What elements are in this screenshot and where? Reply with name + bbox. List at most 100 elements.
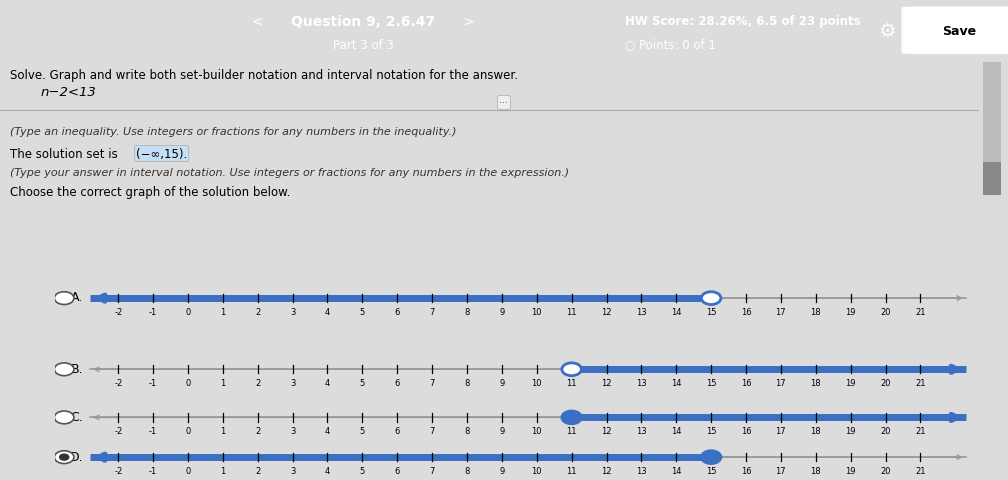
Text: 7: 7: [429, 307, 434, 316]
Text: -1: -1: [149, 378, 157, 387]
Circle shape: [59, 454, 69, 460]
Text: (Type your answer in interval notation. Use integers or fractions for any number: (Type your answer in interval notation. …: [10, 168, 570, 178]
Text: 16: 16: [741, 466, 751, 475]
Circle shape: [561, 363, 582, 376]
Text: 3: 3: [290, 426, 295, 435]
Text: 0: 0: [185, 307, 191, 316]
Text: 11: 11: [566, 307, 577, 316]
Text: 0: 0: [185, 466, 191, 475]
FancyBboxPatch shape: [983, 163, 1001, 196]
Text: -1: -1: [149, 307, 157, 316]
Text: 19: 19: [846, 307, 856, 316]
Text: Solve. Graph and write both set-builder notation and interval notation for the a: Solve. Graph and write both set-builder …: [10, 69, 518, 82]
Text: 16: 16: [741, 307, 751, 316]
Text: 11: 11: [566, 378, 577, 387]
Text: -2: -2: [114, 426, 122, 435]
Text: 2: 2: [255, 378, 260, 387]
Text: 19: 19: [846, 378, 856, 387]
Text: 12: 12: [601, 307, 612, 316]
Text: 17: 17: [775, 426, 786, 435]
Text: 2: 2: [255, 426, 260, 435]
Text: 1: 1: [220, 466, 226, 475]
Text: 16: 16: [741, 378, 751, 387]
Text: 21: 21: [915, 307, 925, 316]
Text: ⚙: ⚙: [878, 22, 896, 41]
Text: <: <: [251, 15, 263, 29]
Text: 9: 9: [499, 466, 504, 475]
Text: 2: 2: [255, 307, 260, 316]
Text: 15: 15: [706, 426, 717, 435]
Text: Question 9, 2.6.47: Question 9, 2.6.47: [291, 15, 434, 29]
Text: 20: 20: [880, 466, 891, 475]
Text: 16: 16: [741, 426, 751, 435]
Text: The solution set is: The solution set is: [10, 148, 122, 161]
Text: 15: 15: [706, 466, 717, 475]
Text: -2: -2: [114, 378, 122, 387]
Text: 18: 18: [810, 378, 822, 387]
Text: 3: 3: [290, 307, 295, 316]
Text: 6: 6: [394, 307, 400, 316]
Text: 13: 13: [636, 426, 647, 435]
FancyBboxPatch shape: [902, 8, 1008, 54]
Text: 11: 11: [566, 466, 577, 475]
Text: 8: 8: [465, 307, 470, 316]
Text: 7: 7: [429, 466, 434, 475]
Text: Part 3 of 3: Part 3 of 3: [333, 38, 393, 51]
Text: 5: 5: [360, 466, 365, 475]
Text: 13: 13: [636, 378, 647, 387]
Circle shape: [54, 411, 74, 424]
Text: 12: 12: [601, 426, 612, 435]
Text: 12: 12: [601, 378, 612, 387]
Text: C.: C.: [71, 410, 84, 423]
Text: 4: 4: [325, 378, 330, 387]
Text: 12: 12: [601, 466, 612, 475]
Text: -1: -1: [149, 426, 157, 435]
Text: A.: A.: [72, 291, 84, 304]
Text: 18: 18: [810, 426, 822, 435]
Circle shape: [702, 451, 721, 464]
Text: 4: 4: [325, 466, 330, 475]
Text: 0: 0: [185, 378, 191, 387]
Text: 21: 21: [915, 466, 925, 475]
Text: -2: -2: [114, 466, 122, 475]
Text: >: >: [463, 15, 475, 29]
Text: 8: 8: [465, 466, 470, 475]
Text: 10: 10: [531, 378, 542, 387]
Text: 6: 6: [394, 466, 400, 475]
Text: 13: 13: [636, 466, 647, 475]
Text: 1: 1: [220, 426, 226, 435]
Text: 7: 7: [429, 426, 434, 435]
Text: 1: 1: [220, 378, 226, 387]
Text: 20: 20: [880, 378, 891, 387]
Text: 5: 5: [360, 378, 365, 387]
Text: 17: 17: [775, 466, 786, 475]
Text: 10: 10: [531, 466, 542, 475]
Circle shape: [561, 411, 582, 424]
Text: 5: 5: [360, 307, 365, 316]
Text: 14: 14: [671, 426, 681, 435]
Text: -2: -2: [114, 307, 122, 316]
Text: 10: 10: [531, 307, 542, 316]
Text: 14: 14: [671, 378, 681, 387]
Text: D.: D.: [70, 450, 84, 463]
Text: 11: 11: [566, 426, 577, 435]
Text: 19: 19: [846, 426, 856, 435]
Circle shape: [54, 451, 74, 464]
Text: ···: ···: [500, 98, 508, 108]
Text: 6: 6: [394, 378, 400, 387]
Text: 3: 3: [290, 466, 295, 475]
Circle shape: [702, 292, 721, 305]
Text: ○ Points: 0 of 1: ○ Points: 0 of 1: [625, 38, 716, 51]
Circle shape: [54, 292, 74, 305]
Text: -1: -1: [149, 466, 157, 475]
Circle shape: [54, 363, 74, 376]
Text: 14: 14: [671, 466, 681, 475]
Text: B.: B.: [71, 362, 84, 375]
Text: 15: 15: [706, 307, 717, 316]
FancyBboxPatch shape: [983, 62, 1001, 196]
Text: (Type an inequality. Use integers or fractions for any numbers in the inequality: (Type an inequality. Use integers or fra…: [10, 127, 457, 137]
Text: 3: 3: [290, 378, 295, 387]
Text: 21: 21: [915, 378, 925, 387]
Text: n−2<13: n−2<13: [40, 85, 96, 98]
Text: 19: 19: [846, 466, 856, 475]
